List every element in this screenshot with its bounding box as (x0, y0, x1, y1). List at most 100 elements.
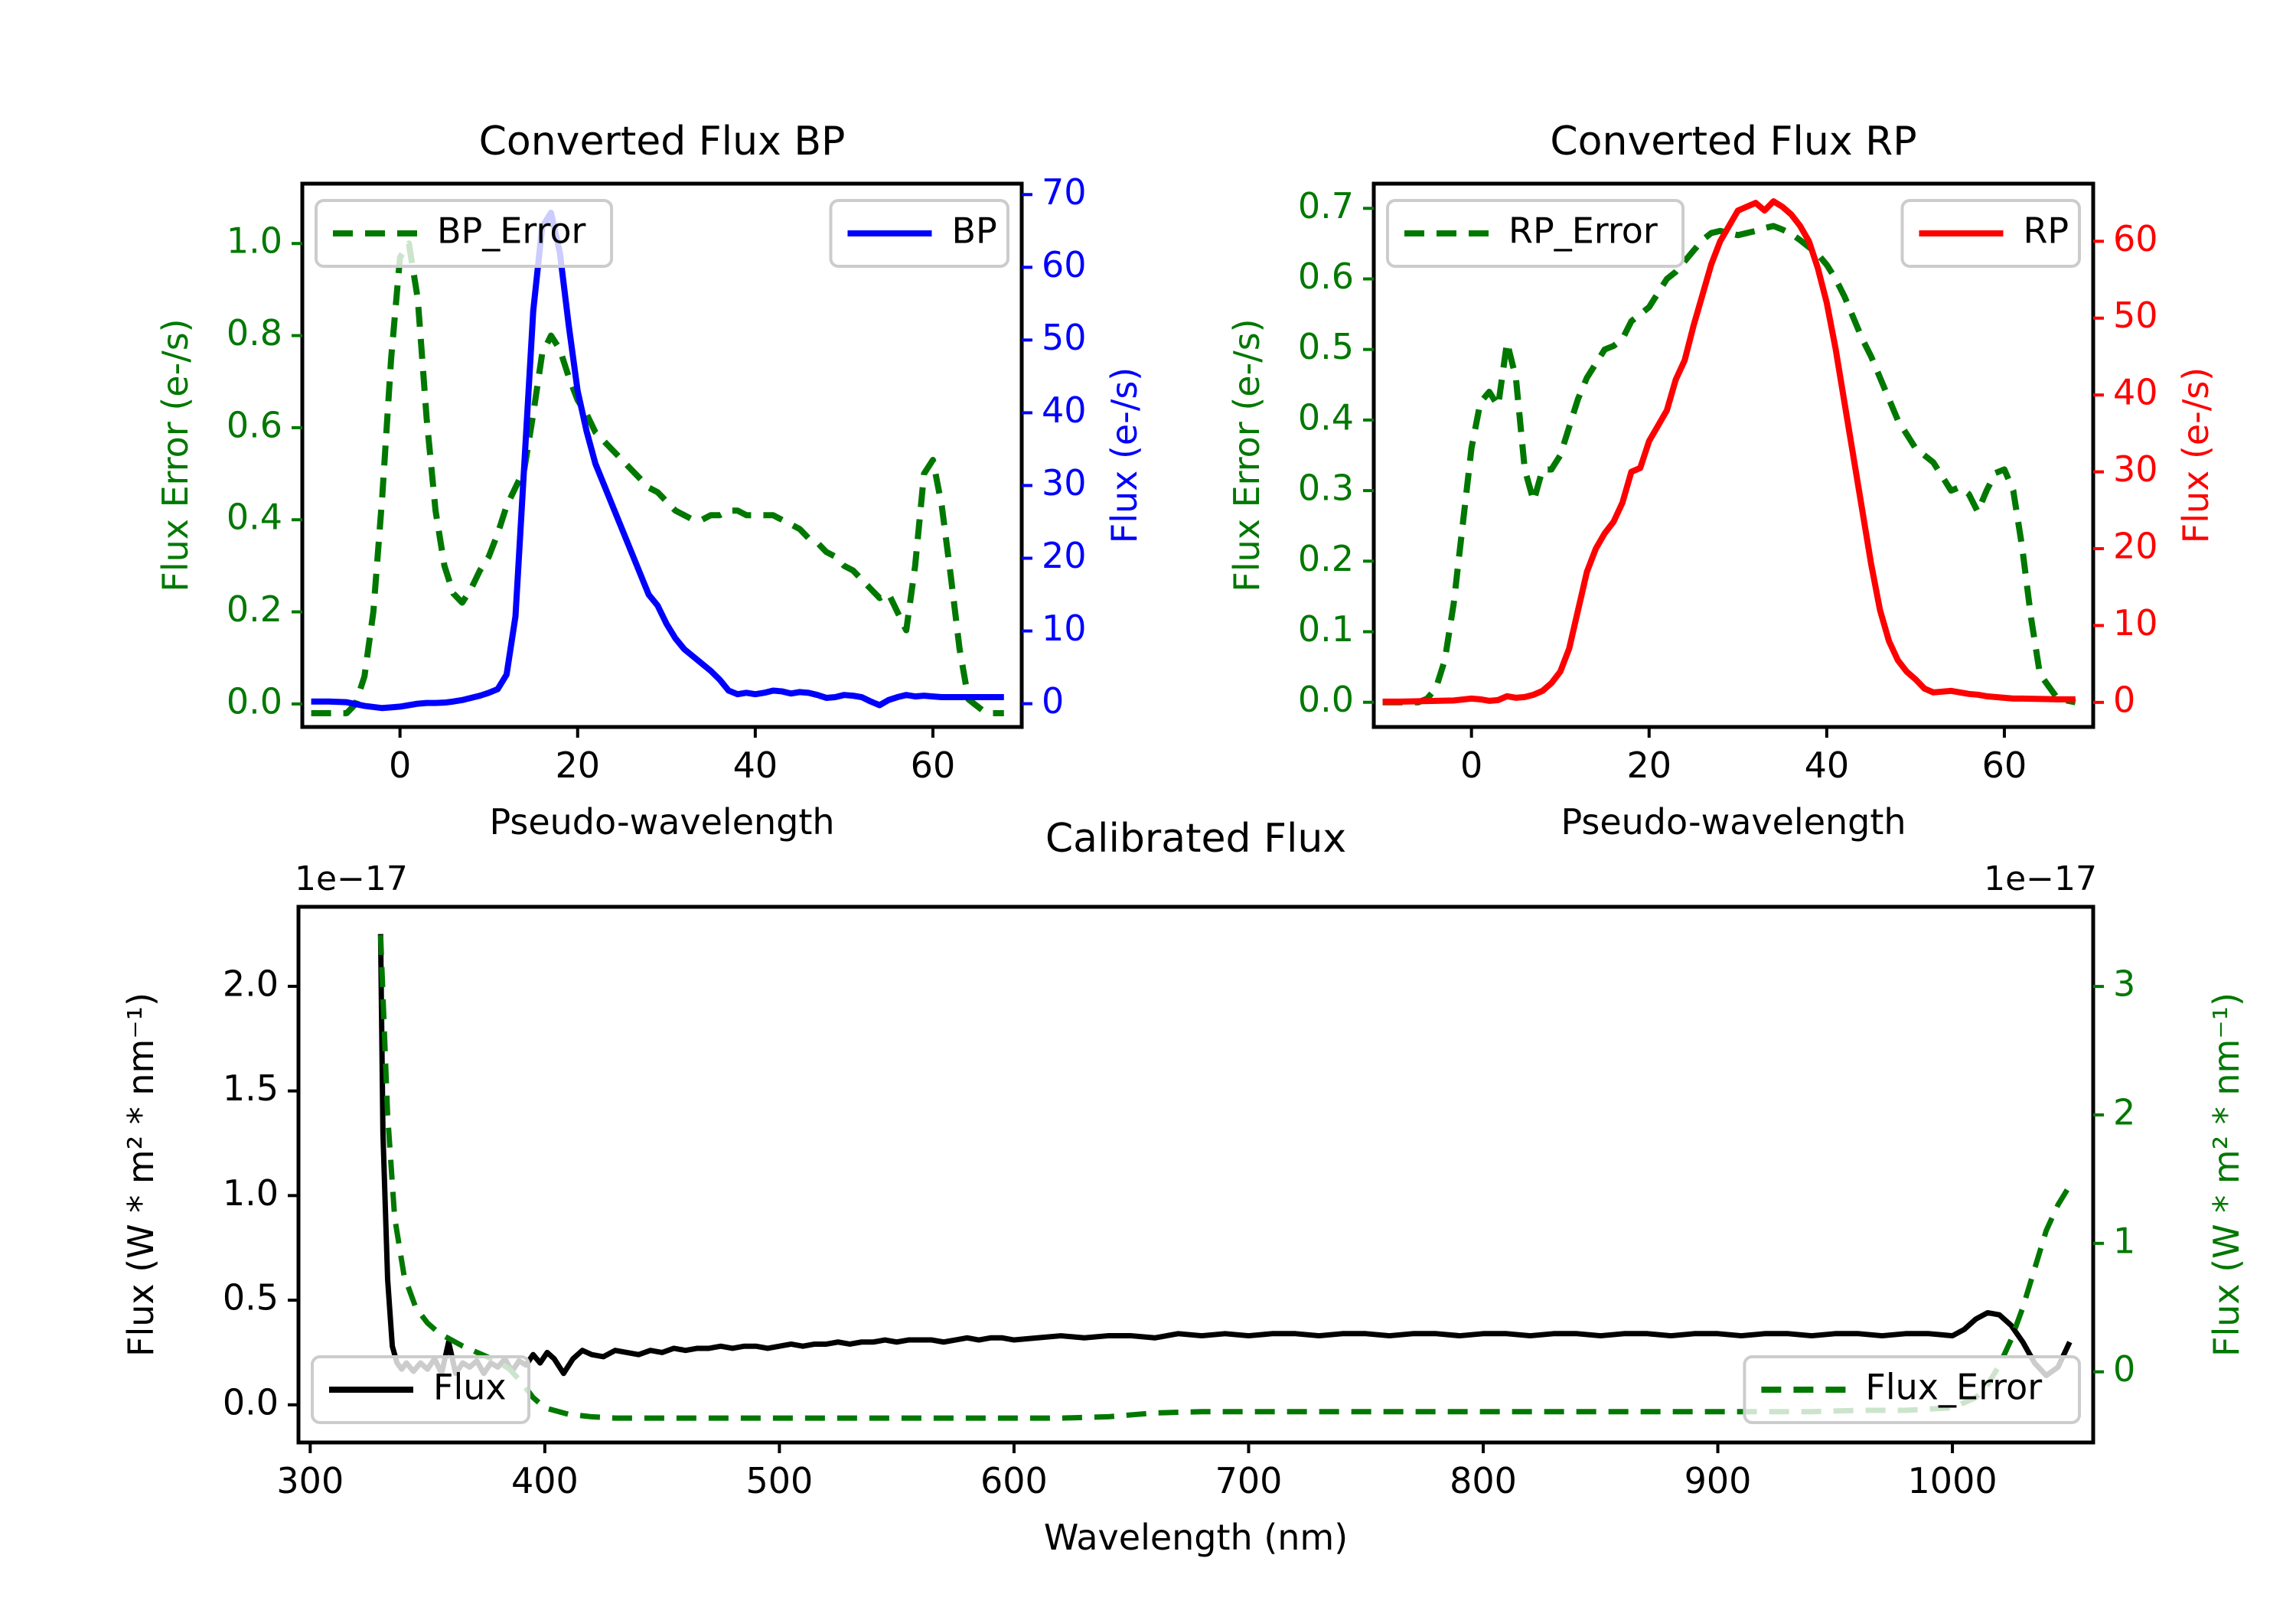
x-axis-label: Wavelength (nm) (1044, 1517, 1348, 1558)
plot-panel-calibrated-flux: Calibrated Flux 1e−17 1e−17 300 400 500 600 700… (69, 807, 2296, 1588)
series-path-rp_error (1382, 223, 2076, 706)
y-tick-label-right: 0 (2113, 679, 2135, 720)
y-tick-label-right: 1 (2113, 1220, 2135, 1261)
y-tick-label-right: 30 (2113, 448, 2158, 490)
y-tick-label-right: 70 (1042, 171, 1087, 213)
y-tick-label-right: 20 (2113, 526, 2158, 567)
y-tick-label-left: 0.8 (227, 312, 282, 354)
y-tick-label-right: 0 (1042, 680, 1064, 722)
y-tick-label-left: 0.0 (1298, 679, 1354, 720)
y-tick-label-right: 50 (2113, 295, 2158, 336)
legend-box-flux (311, 1355, 531, 1424)
legend-rp[interactable]: RP (1900, 199, 2081, 268)
legend-label-flux-error: Flux_Error (1865, 1367, 2042, 1408)
y-tick-label-right: 0 (2113, 1348, 2135, 1390)
x-axis-label: Pseudo-wavelength (1561, 801, 1906, 843)
legend-label-bp: BP (951, 210, 996, 252)
y-axis-offset-right: 1e−17 (1984, 859, 2097, 898)
y-tick-label-left: 0.6 (227, 404, 282, 445)
y-axis-label-left: Flux Error (e-/s) (155, 318, 196, 592)
y-tick-label-left: 1.0 (223, 1172, 279, 1214)
y-tick-label-left: 0.3 (1298, 468, 1354, 509)
x-tick-label: 0 (389, 745, 411, 786)
y-tick-label-left: 1.5 (223, 1068, 279, 1109)
legend-rp_error[interactable]: RP_Error (1386, 199, 1685, 268)
x-tick-label: 1000 (1908, 1460, 1998, 1501)
plot-frame (300, 181, 1024, 729)
y-axis-label-left: Flux (W * m² * nm⁻¹) (120, 993, 161, 1357)
y-axis-label-right: Flux (e-/s) (1104, 367, 1145, 544)
y-tick-label-right: 10 (2113, 602, 2158, 644)
plot-title-calibrated-flux: Calibrated Flux (1045, 816, 1346, 862)
y-tick-label-right: 50 (1042, 317, 1087, 358)
y-tick-label-left: 0.6 (1298, 256, 1354, 297)
x-tick-label: 600 (980, 1460, 1048, 1501)
y-tick-label-right: 40 (2113, 372, 2158, 413)
plot-svg-converted-flux-bp: Converted Flux BP 0 20 40 60 Pseudo-wavelengt… (155, 119, 1145, 843)
legend-label-rp_error: RP_Error (1508, 210, 1658, 252)
series-path-bp_error (311, 240, 1004, 716)
series-path-bp (311, 210, 1004, 712)
legend-flux-error[interactable]: Flux_Error (1743, 1355, 2081, 1424)
y-tick-label-right: 3 (2113, 963, 2135, 1005)
plot-svg-converted-flux-rp: Converted Flux RP 0 20 40 60 Pseudo-wavelengt… (1226, 119, 2216, 843)
y-tick-label-left: 0.1 (1298, 608, 1354, 650)
y-tick-label-right: 10 (1042, 608, 1087, 649)
legend-flux[interactable]: Flux (311, 1355, 531, 1424)
y-tick-label-left: 1.0 (227, 220, 282, 262)
y-tick-label-left: 0.5 (223, 1277, 279, 1319)
legend-bp_error[interactable]: BP_Error (315, 199, 614, 268)
x-tick-label: 40 (733, 745, 778, 786)
y-tick-label-left: 0.7 (1298, 185, 1354, 227)
y-tick-label-left: 0.4 (1298, 396, 1354, 438)
y-axis-label-left: Flux Error (e-/s) (1226, 318, 1267, 592)
legend-box-bp_error (315, 199, 614, 268)
x-tick-label: 20 (555, 745, 600, 786)
legend-box-rp_error (1386, 199, 1685, 268)
y-tick-label-right: 30 (1042, 462, 1087, 504)
y-tick-label-left: 0.0 (227, 680, 282, 722)
y-tick-label-left: 2.0 (223, 963, 279, 1004)
y-tick-label-right: 40 (1042, 390, 1087, 431)
y-tick-label-right: 60 (2113, 218, 2158, 259)
x-tick-label: 40 (1805, 745, 1850, 786)
plot-panel-converted-flux-rp: Converted Flux RP 0 20 40 60 Pseudo-wavelengt… (1144, 84, 2296, 872)
plot-title-converted-flux-rp: Converted Flux RP (1550, 119, 1916, 165)
plot-svg-calibrated-flux: Calibrated Flux 1e−17 1e−17 300 400 500 600 700… (120, 816, 2247, 1558)
y-tick-label-left: 0.2 (227, 588, 282, 630)
x-tick-label: 0 (1460, 745, 1482, 786)
x-tick-label: 20 (1626, 745, 1671, 786)
legend-label-bp_error: BP_Error (437, 210, 586, 252)
x-tick-label: 500 (745, 1460, 813, 1501)
legend-label-flux: Flux (433, 1367, 507, 1408)
series-path-rp (1382, 198, 2076, 705)
y-tick-label-right: 20 (1042, 535, 1087, 576)
x-tick-label: 800 (1450, 1460, 1517, 1501)
x-tick-label: 60 (1982, 745, 2027, 786)
series-path-flux (377, 934, 2073, 1378)
y-tick-label-right: 2 (2113, 1091, 2135, 1133)
x-tick-label: 700 (1215, 1460, 1283, 1501)
plot-frame (1371, 181, 2095, 729)
y-axis-label-right: Flux (W * m² * nm⁻¹) (2206, 993, 2247, 1357)
y-tick-label-left: 0.4 (227, 497, 282, 538)
y-axis-offset-left: 1e−17 (295, 859, 408, 898)
x-tick-label: 900 (1684, 1460, 1752, 1501)
legend-bp[interactable]: BP (829, 199, 1009, 268)
plot-title-converted-flux-bp: Converted Flux BP (479, 119, 846, 165)
x-tick-label: 400 (511, 1460, 579, 1501)
y-tick-label-left: 0.2 (1298, 538, 1354, 579)
legend-label-rp: RP (2023, 210, 2069, 252)
y-tick-label-left: 0.0 (223, 1381, 279, 1423)
plot-frame (296, 905, 2095, 1445)
series-path-flux_error (377, 934, 2073, 1421)
x-axis-label: Pseudo-wavelength (489, 801, 834, 843)
plot-panel-converted-flux-bp: Converted Flux BP 0 20 40 60 Pseudo-wavelengt… (73, 84, 1251, 872)
x-tick-label: 60 (911, 745, 956, 786)
y-tick-label-right: 60 (1042, 244, 1087, 285)
x-tick-label: 300 (276, 1460, 344, 1501)
y-tick-label-left: 0.5 (1298, 326, 1354, 367)
legend-box-flux-error (1743, 1355, 2081, 1424)
y-axis-label-right: Flux (e-/s) (2175, 367, 2216, 544)
